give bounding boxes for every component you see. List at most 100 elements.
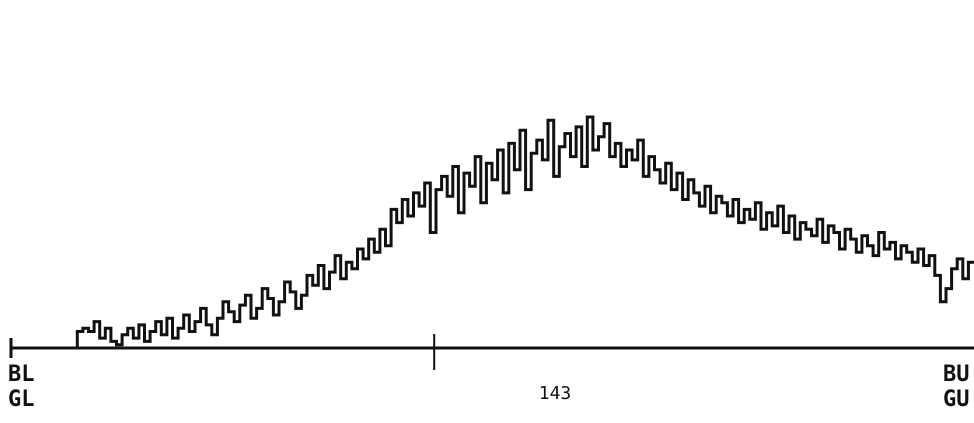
histogram-bin: [896, 259, 897, 348]
histogram-bin: [840, 249, 841, 348]
histogram-bin: [834, 233, 835, 349]
histogram-bin: [694, 193, 695, 348]
histogram-bin: [890, 242, 891, 348]
histogram-bin: [425, 183, 426, 348]
histogram-bin: [671, 190, 672, 348]
histogram-bin: [397, 223, 398, 348]
histogram-bin: [856, 252, 857, 348]
histogram-bin: [408, 216, 409, 348]
histogram-bin: [632, 160, 633, 348]
left-label-top: BL: [8, 362, 35, 387]
histogram-bin: [817, 219, 818, 348]
histogram-bin: [649, 157, 650, 348]
histogram-bin: [268, 299, 269, 349]
histogram-bin: [206, 325, 207, 348]
histogram-bin: [677, 173, 678, 348]
histogram-bin: [621, 167, 622, 349]
histogram-bin: [901, 246, 902, 348]
histogram-bin: [924, 266, 925, 349]
histogram-bin: [229, 312, 230, 348]
histogram-bin: [957, 259, 958, 348]
histogram-bin: [313, 285, 314, 348]
histogram-bin: [565, 134, 566, 349]
histogram-bin: [296, 308, 297, 348]
histogram-bin: [688, 180, 689, 348]
right-label-bottom: GU: [943, 387, 970, 412]
histogram-bin: [812, 236, 813, 348]
histogram-bin: [940, 302, 941, 348]
histogram-bin: [470, 186, 471, 348]
histogram-bin: [643, 176, 644, 348]
histogram-bin: [912, 262, 913, 348]
histogram-bin: [458, 213, 459, 348]
histogram-bin: [705, 186, 706, 348]
histogram-bin: [212, 335, 213, 348]
histogram-bin: [907, 252, 908, 348]
histogram-bin: [722, 203, 723, 348]
histogram-bin: [615, 143, 616, 348]
histogram-bin: [599, 137, 600, 348]
histogram-trace: [10, 115, 974, 350]
histogram-bin: [744, 209, 745, 348]
histogram-bin: [739, 223, 740, 348]
histogram-bin: [655, 170, 656, 348]
histogram-bin: [800, 223, 801, 348]
histogram-bin: [610, 157, 611, 348]
histogram-bin: [374, 252, 375, 348]
histogram-bin: [868, 246, 869, 348]
histogram-bin: [660, 183, 661, 348]
histogram-bin: [189, 332, 190, 349]
histogram-bin: [593, 150, 594, 348]
histogram-bin: [795, 239, 796, 348]
histogram-bin: [442, 176, 443, 348]
histogram-bin: [554, 176, 555, 348]
histogram-bin: [514, 170, 515, 348]
histogram-bin: [234, 322, 235, 348]
histogram-bin: [873, 256, 874, 348]
histogram-bin: [161, 335, 162, 348]
histogram-bin: [935, 275, 936, 348]
histogram-bin: [918, 249, 919, 348]
histogram-bin: [783, 233, 784, 349]
histogram-bin: [727, 216, 728, 348]
histogram-bin: [823, 242, 824, 348]
histogram-bin: [430, 233, 431, 349]
histogram-bin: [828, 226, 829, 348]
histogram-bin: [324, 289, 325, 348]
histogram-bin: [363, 259, 364, 348]
histogram-bin: [851, 239, 852, 348]
histogram-bin: [963, 279, 964, 348]
left-label-bottom: GL: [8, 387, 35, 412]
histogram-bin: [929, 256, 930, 348]
histogram-bin: [806, 229, 807, 348]
histogram-bin: [89, 332, 90, 349]
histogram-bin: [419, 206, 420, 348]
histogram-bin: [352, 269, 353, 348]
histogram-bin: [273, 315, 274, 348]
histogram-bin: [789, 216, 790, 348]
histogram-bin: [251, 318, 252, 348]
histogram-bin: [884, 249, 885, 348]
histogram-series-0: [10, 115, 974, 350]
histogram-bin: [699, 206, 700, 348]
histogram-bin: [666, 163, 667, 348]
histogram-bin: [755, 203, 756, 348]
histogram-bin: [683, 200, 684, 349]
histogram-bin: [711, 213, 712, 348]
histogram-bin: [492, 180, 493, 348]
histogram-bin: [542, 160, 543, 348]
histogram-bin: [576, 127, 577, 348]
histogram-bin: [638, 140, 639, 348]
histogram-bin: [481, 203, 482, 348]
histogram-bin: [571, 157, 572, 348]
histogram-bin: [503, 193, 504, 348]
histogram-bin: [386, 246, 387, 348]
histogram-bin: [290, 292, 291, 348]
histogram-bin: [733, 200, 734, 349]
histogram-bin: [526, 190, 527, 348]
histogram-bin: [537, 140, 538, 348]
histogram-bin: [767, 213, 768, 348]
histogram-bin: [341, 279, 342, 348]
histogram-bin: [627, 150, 628, 348]
